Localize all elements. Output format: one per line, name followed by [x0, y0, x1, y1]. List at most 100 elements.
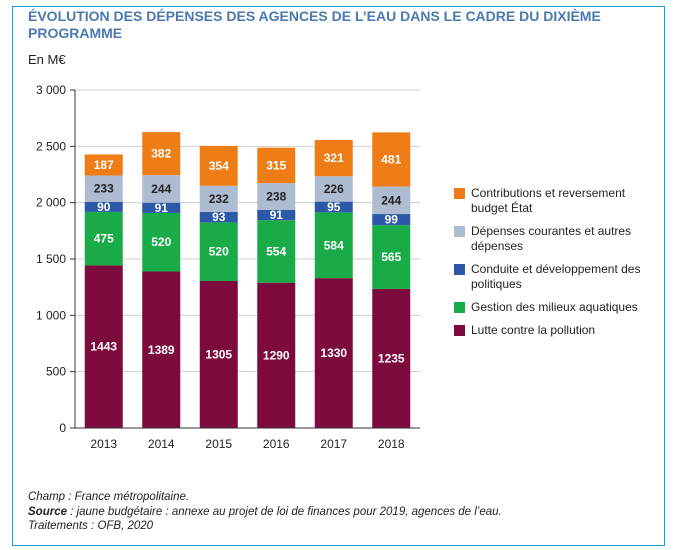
chart-title: ÉVOLUTION DES DÉPENSES DES AGENCES DE L’…	[28, 8, 601, 41]
data-label: 382	[151, 147, 171, 161]
grid-lines	[75, 89, 420, 373]
legend-swatch	[454, 325, 465, 336]
footer-source-text: : jaune budgétaire : annexe au projet de…	[67, 505, 502, 518]
data-label: 93	[212, 210, 226, 224]
bar-segment	[142, 132, 181, 176]
legend-swatch	[454, 226, 465, 237]
bar-segment	[257, 282, 296, 428]
legend-label: Dépenses courantes et autres dépenses	[471, 224, 632, 253]
bar-segment	[314, 176, 353, 202]
bar-segment	[199, 222, 238, 281]
data-label: 554	[266, 244, 286, 258]
bar-segment	[199, 211, 238, 223]
x-tick-label: 2013	[90, 437, 117, 451]
data-labels: 1443 475 90 233 187 1389 520 91 244 382 1305 520 93 2…	[90, 147, 405, 366]
data-label: 475	[94, 232, 114, 246]
data-label: 1389	[148, 343, 175, 357]
unit-label: En M€	[28, 52, 66, 67]
y-tick-label: 1 000	[36, 308, 66, 322]
y-tick-label: 2 000	[36, 196, 66, 210]
legend-item: Dépenses courantes et autres dépenses	[454, 224, 664, 254]
data-label: 354	[209, 159, 229, 173]
bar-segment	[84, 154, 123, 176]
bar-segment	[257, 220, 296, 283]
footer-source-label: Source	[28, 505, 67, 518]
y-tick-label: 500	[46, 365, 66, 379]
bar-segment	[314, 201, 353, 213]
data-label: 238	[266, 190, 286, 204]
data-label: 233	[94, 182, 114, 196]
bar-segment	[142, 202, 181, 213]
bars	[84, 132, 411, 428]
data-label: 584	[324, 238, 344, 252]
bar-segment	[84, 175, 123, 202]
x-tick-label: 2017	[320, 437, 347, 451]
data-label: 520	[209, 245, 229, 259]
legend-item: Contributions et reversement budget État	[454, 186, 664, 216]
data-label: 1235	[378, 351, 405, 365]
bar-segment	[314, 140, 353, 177]
bar-segment	[199, 145, 238, 186]
legend-label: Lutte contre la pollution	[471, 323, 596, 337]
bar-segment	[84, 211, 123, 266]
axes: 0 500 1 000 1 500 2 000 2 500 3 000 2013 2014 201…	[36, 83, 420, 451]
x-tick-label: 2016	[263, 437, 290, 451]
data-label: 90	[97, 200, 111, 214]
data-label: 226	[324, 182, 344, 196]
footer-source: Source : jaune budgétaire : annexe au pr…	[28, 505, 648, 520]
data-label: 99	[385, 213, 399, 227]
x-tick-label: 2018	[378, 437, 405, 451]
data-label: 520	[151, 235, 171, 249]
data-label: 481	[381, 152, 401, 166]
legend-label: Gestion des milieux aquatiques	[471, 300, 638, 314]
data-label: 315	[266, 158, 286, 172]
data-label: 1443	[90, 340, 117, 354]
y-tick-label: 0	[59, 421, 66, 435]
data-label: 187	[94, 158, 114, 172]
chart-footer: Champ : France métropolitaine. Source : …	[28, 490, 648, 534]
bar-segment	[142, 271, 181, 428]
bar-segment	[372, 225, 411, 289]
legend-item: Conduite et développement des politiques	[454, 262, 664, 292]
bar-segment	[372, 214, 411, 226]
bar-segment	[199, 185, 238, 212]
bar-segment	[199, 280, 238, 428]
data-label: 321	[324, 151, 344, 165]
data-label: 91	[270, 208, 284, 222]
y-tick-label: 3 000	[36, 83, 66, 97]
bar-segment	[257, 147, 296, 184]
x-tick-label: 2015	[205, 437, 232, 451]
data-label: 95	[327, 200, 341, 214]
bar-segment	[142, 212, 181, 272]
bar-segment	[372, 288, 411, 428]
data-label: 232	[209, 192, 229, 206]
legend: Contributions et reversement budget État…	[454, 186, 664, 346]
bar-segment	[314, 278, 353, 428]
bar-segment	[257, 209, 296, 221]
data-label: 244	[381, 193, 401, 207]
data-label: 1290	[263, 348, 290, 362]
legend-item: Gestion des milieux aquatiques	[454, 300, 664, 315]
legend-swatch	[454, 302, 465, 313]
data-label: 1330	[320, 346, 347, 360]
bar-segment	[372, 186, 411, 215]
footer-traitements: Traitements : OFB, 2020	[28, 520, 154, 532]
bar-segment	[257, 183, 296, 210]
bar-segment	[372, 132, 411, 187]
figure-frame	[12, 6, 665, 546]
legend-item: Lutte contre la pollution	[454, 323, 664, 338]
data-label: 565	[381, 250, 401, 264]
bar-segment	[314, 212, 353, 279]
x-tick-label: 2014	[148, 437, 175, 451]
y-tick-label: 2 500	[36, 139, 66, 153]
legend-label: Contributions et reversement budget État	[471, 186, 626, 215]
y-tick-label: 1 500	[36, 252, 66, 266]
data-label: 91	[155, 201, 169, 215]
legend-swatch	[454, 264, 465, 275]
legend-swatch	[454, 188, 465, 199]
data-label: 1305	[205, 347, 232, 361]
data-label: 244	[151, 182, 171, 196]
footer-champ: Champ : France métropolitaine.	[28, 491, 190, 503]
bar-segment	[84, 265, 123, 428]
